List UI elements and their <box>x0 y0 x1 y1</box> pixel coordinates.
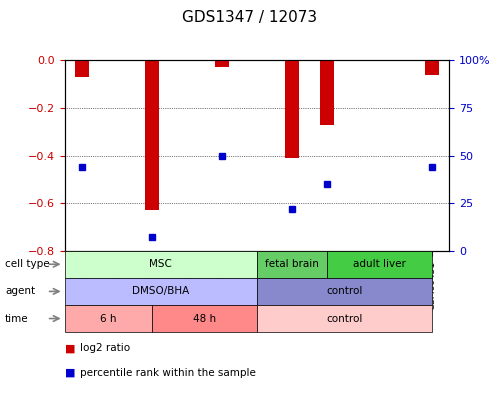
Text: ■: ■ <box>65 343 75 353</box>
Bar <box>320 60 334 125</box>
Text: cell type: cell type <box>5 259 49 269</box>
Text: adult liver: adult liver <box>353 259 406 269</box>
Bar <box>75 60 89 77</box>
Text: time: time <box>5 313 28 324</box>
Text: GDS1347 / 12073: GDS1347 / 12073 <box>182 10 317 25</box>
Bar <box>425 60 439 75</box>
Text: control: control <box>326 286 362 296</box>
Text: 6 h: 6 h <box>100 313 117 324</box>
Text: MSC: MSC <box>150 259 172 269</box>
Text: 48 h: 48 h <box>193 313 216 324</box>
Text: agent: agent <box>5 286 35 296</box>
Bar <box>215 60 229 68</box>
Text: ■: ■ <box>65 368 75 377</box>
Bar <box>285 60 299 158</box>
Text: log2 ratio: log2 ratio <box>80 343 130 353</box>
Text: fetal brain: fetal brain <box>265 259 319 269</box>
Text: percentile rank within the sample: percentile rank within the sample <box>80 368 255 377</box>
Bar <box>145 60 159 210</box>
Text: DMSO/BHA: DMSO/BHA <box>132 286 190 296</box>
Text: control: control <box>326 313 362 324</box>
